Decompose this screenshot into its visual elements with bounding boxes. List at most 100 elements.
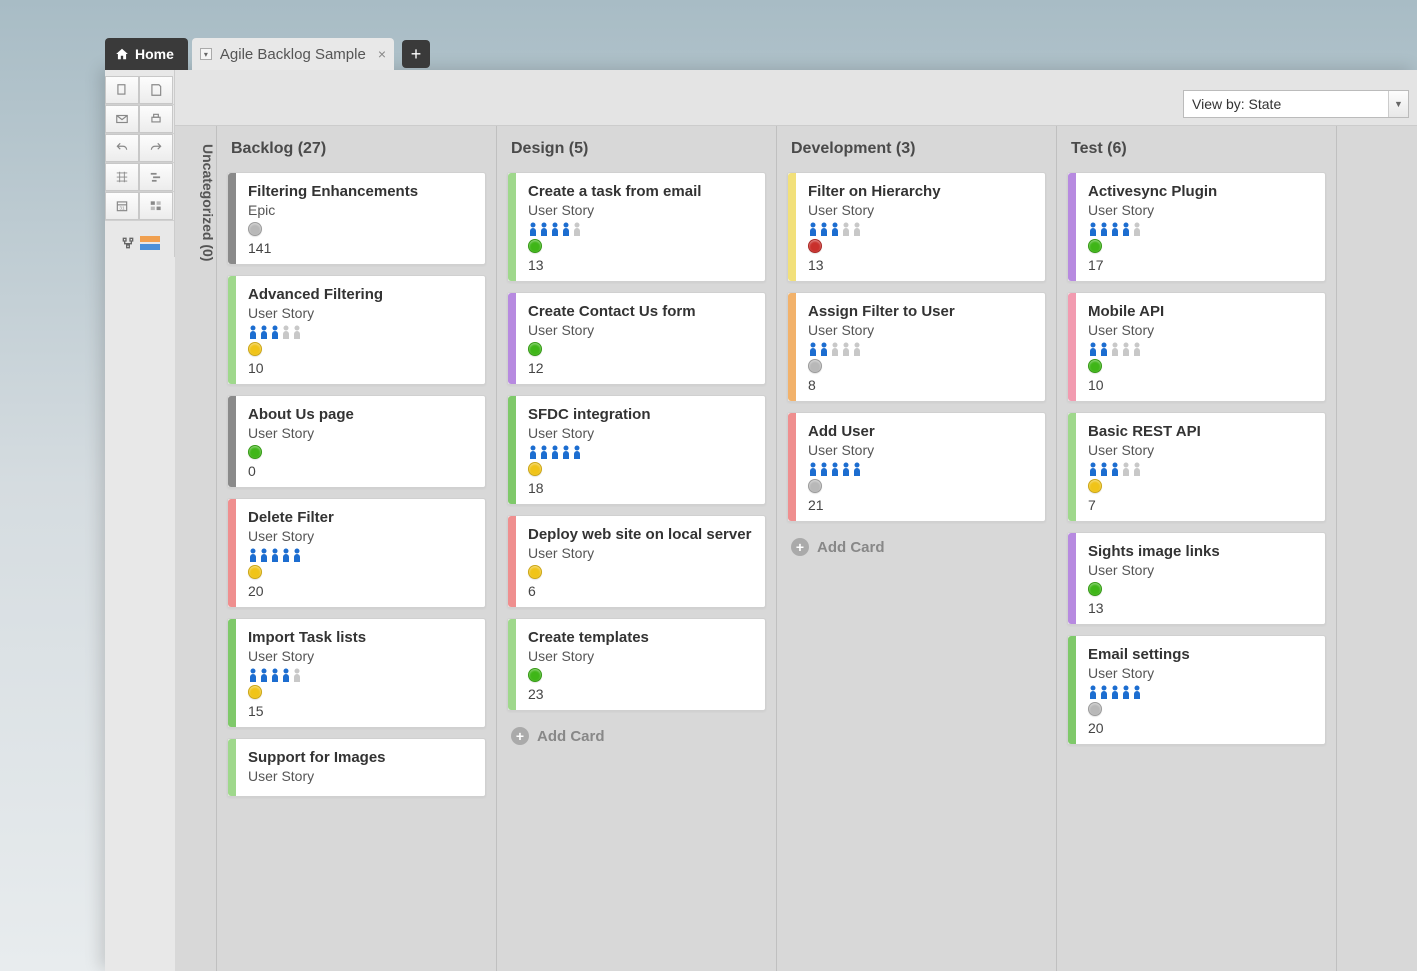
- person-icon: [539, 445, 549, 459]
- card-points: 0: [248, 463, 473, 479]
- person-icon: [1110, 462, 1120, 476]
- person-icon: [292, 668, 302, 682]
- card-type: Epic: [248, 202, 473, 218]
- card[interactable]: Sights image linksUser Story13: [1067, 532, 1326, 625]
- card[interactable]: Activesync PluginUser Story17: [1067, 172, 1326, 282]
- card-title: Advanced Filtering: [248, 286, 473, 303]
- card[interactable]: Mobile APIUser Story10: [1067, 292, 1326, 402]
- card-title: Support for Images: [248, 749, 473, 766]
- card[interactable]: Filtering EnhancementsEpic141: [227, 172, 486, 265]
- card-type: User Story: [1088, 442, 1313, 458]
- status-dot: [808, 359, 822, 373]
- card[interactable]: Delete FilterUser Story20: [227, 498, 486, 608]
- person-icon: [841, 342, 851, 356]
- calendar-view-button[interactable]: 31: [105, 192, 139, 220]
- person-icon: [1110, 342, 1120, 356]
- card-title: About Us page: [248, 406, 473, 423]
- card-title: Email settings: [1088, 646, 1313, 663]
- card-stripe: [508, 619, 516, 710]
- toolbar-misc: [105, 229, 174, 257]
- card-view-button[interactable]: [139, 192, 173, 220]
- status-dot: [1088, 479, 1102, 493]
- card-points: 6: [528, 583, 753, 599]
- column-header: Backlog (27): [227, 140, 486, 158]
- card-title: Delete Filter: [248, 509, 473, 526]
- add-card-button[interactable]: +Add Card: [507, 721, 766, 751]
- person-icon: [248, 548, 258, 562]
- card-title: Activesync Plugin: [1088, 183, 1313, 200]
- sheet-tab[interactable]: ▾ Agile Backlog Sample ×: [192, 38, 394, 70]
- card-points: 10: [1088, 377, 1313, 393]
- card-type: User Story: [248, 648, 473, 664]
- card-points: 21: [808, 497, 1033, 513]
- person-icon: [1099, 462, 1109, 476]
- card[interactable]: Basic REST APIUser Story7: [1067, 412, 1326, 522]
- card-body: SFDC integrationUser Story18: [516, 396, 765, 504]
- card[interactable]: Email settingsUser Story20: [1067, 635, 1326, 745]
- card[interactable]: Advanced FilteringUser Story10: [227, 275, 486, 385]
- add-tab-button[interactable]: +: [402, 40, 430, 68]
- card-title: Import Task lists: [248, 629, 473, 646]
- add-card-button[interactable]: +Add Card: [787, 532, 1046, 562]
- status-dot: [1088, 239, 1102, 253]
- save-button[interactable]: [139, 76, 173, 104]
- undo-button[interactable]: [105, 134, 139, 162]
- column-header: Design (5): [507, 140, 766, 158]
- hierarchy-icon[interactable]: [120, 235, 136, 251]
- status-dot: [248, 445, 262, 459]
- new-button[interactable]: [105, 76, 139, 104]
- status-dot: [248, 342, 262, 356]
- card-body: Create a task from emailUser Story13: [516, 173, 765, 281]
- close-icon[interactable]: ×: [378, 46, 386, 62]
- card[interactable]: Add UserUser Story21: [787, 412, 1046, 522]
- column-header: Test (6): [1067, 140, 1326, 158]
- card-people: [808, 222, 1033, 236]
- card[interactable]: About Us pageUser Story0: [227, 395, 486, 488]
- legend-icon[interactable]: [140, 236, 160, 250]
- card-body: Assign Filter to UserUser Story8: [796, 293, 1045, 401]
- card[interactable]: Filter on HierarchyUser Story13: [787, 172, 1046, 282]
- view-by-select[interactable]: View by: State ▼: [1183, 90, 1409, 118]
- card-stripe: [228, 173, 236, 264]
- card-type: User Story: [808, 202, 1033, 218]
- card-stripe: [228, 499, 236, 607]
- board-column: Development (3)Filter on HierarchyUser S…: [777, 126, 1057, 971]
- uncategorized-column[interactable]: Uncategorized (0): [175, 126, 217, 971]
- person-icon: [270, 668, 280, 682]
- card[interactable]: SFDC integrationUser Story18: [507, 395, 766, 505]
- card[interactable]: Create templatesUser Story23: [507, 618, 766, 711]
- sheet-tab-menu-icon[interactable]: ▾: [200, 48, 212, 60]
- board-area: Uncategorized (0) Backlog (27)Filtering …: [175, 126, 1417, 971]
- card-points: 141: [248, 240, 473, 256]
- card[interactable]: Import Task listsUser Story15: [227, 618, 486, 728]
- grid-view-button[interactable]: [105, 163, 139, 191]
- person-icon: [841, 222, 851, 236]
- status-dot: [528, 565, 542, 579]
- redo-button[interactable]: [139, 134, 173, 162]
- card[interactable]: Deploy web site on local serverUser Stor…: [507, 515, 766, 608]
- home-tab[interactable]: Home: [105, 38, 188, 70]
- add-card-label: Add Card: [537, 728, 605, 745]
- card[interactable]: Create a task from emailUser Story13: [507, 172, 766, 282]
- card[interactable]: Create Contact Us formUser Story12: [507, 292, 766, 385]
- card-stripe: [508, 173, 516, 281]
- mail-button[interactable]: [105, 105, 139, 133]
- card-people: [1088, 222, 1313, 236]
- card[interactable]: Assign Filter to UserUser Story8: [787, 292, 1046, 402]
- plus-circle-icon: +: [791, 538, 809, 556]
- card-type: User Story: [248, 528, 473, 544]
- card-points: 13: [808, 257, 1033, 273]
- status-dot: [248, 222, 262, 236]
- card-stripe: [228, 276, 236, 384]
- card-title: Mobile API: [1088, 303, 1313, 320]
- print-button[interactable]: [139, 105, 173, 133]
- card-points: 20: [1088, 720, 1313, 736]
- card-stripe: [1068, 636, 1076, 744]
- card-title: Add User: [808, 423, 1033, 440]
- card-body: Mobile APIUser Story10: [1076, 293, 1325, 401]
- card-people: [1088, 342, 1313, 356]
- person-icon: [1099, 342, 1109, 356]
- card-people: [248, 668, 473, 682]
- gantt-view-button[interactable]: [139, 163, 173, 191]
- card[interactable]: Support for ImagesUser Story: [227, 738, 486, 797]
